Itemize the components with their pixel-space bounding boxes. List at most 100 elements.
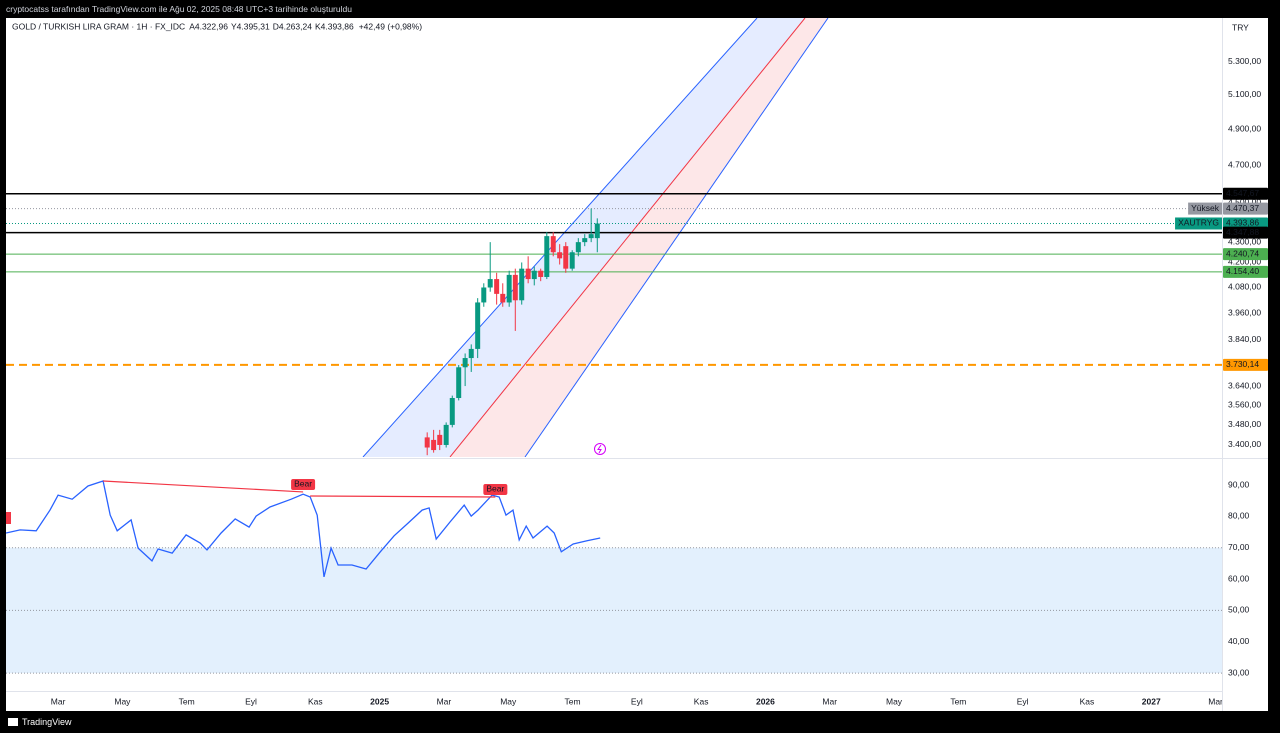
level-label: 4.393,86 (1226, 218, 1259, 228)
candle-body (424, 437, 430, 448)
y-tick-label: 4.900,00 (1228, 124, 1261, 134)
level-label: 4.154,40 (1226, 266, 1259, 276)
level-label: 4.347,88 (1226, 227, 1259, 237)
candle-body (494, 279, 500, 294)
y-tick-label: 5.100,00 (1228, 89, 1261, 99)
y-tick-label: 5.300,00 (1228, 56, 1261, 66)
candle-body (569, 252, 575, 269)
candle-body (456, 367, 462, 399)
rsi-tick-label: 90,00 (1228, 479, 1250, 489)
x-tick-label: Mar (1208, 696, 1223, 706)
legend-key: D (273, 21, 279, 31)
x-tick-label: Eyl (245, 696, 257, 706)
level-name-box (1188, 202, 1222, 215)
x-tick-label: Mar (437, 696, 452, 706)
candle-body (538, 270, 544, 277)
y-tick-label: 4.500,00 (1228, 197, 1261, 207)
divergence-line (103, 480, 304, 493)
y-tick-label: 3.480,00 (1228, 419, 1261, 429)
x-tick-label: May (886, 696, 903, 706)
level-name: XAUTRYG (1178, 218, 1219, 228)
x-tick-label: Tem (950, 696, 966, 706)
rsi-line (6, 480, 601, 578)
divergence-label-box (483, 483, 508, 495)
divergence-label: Bear (294, 479, 312, 489)
candle-body (481, 287, 487, 303)
caption: cryptocatss tarafından TradingView.com i… (6, 4, 352, 14)
x-tick-label: 2026 (756, 696, 775, 706)
level-label-box (1223, 248, 1268, 261)
y-tick-label: 4.080,00 (1228, 282, 1261, 292)
legend-value: 4.395,31 (237, 21, 270, 31)
legend-key: A (189, 21, 195, 31)
x-tick-label: Eyl (1017, 696, 1029, 706)
x-tick-label: Tem (564, 696, 580, 706)
candle-body (563, 246, 569, 269)
x-tick-label: 2025 (370, 696, 389, 706)
candle-body (487, 279, 493, 288)
x-tick-label: May (500, 696, 517, 706)
event-icon (594, 443, 606, 455)
currency: TRY (1232, 22, 1249, 32)
candle-body (544, 236, 550, 277)
candle-body (594, 223, 600, 239)
candle-body (500, 293, 506, 303)
rsi-tick-label: 50,00 (1228, 605, 1250, 615)
signal-marker (6, 512, 11, 524)
rsi-tick-label: 60,00 (1228, 573, 1250, 583)
candle-body (550, 236, 556, 253)
x-tick-label: 2027 (1142, 696, 1161, 706)
level-label-box (1223, 265, 1268, 278)
channel-upper-fill (363, 18, 805, 457)
x-tick-label: Mar (51, 696, 66, 706)
y-tick-label: 4.200,00 (1228, 257, 1261, 267)
y-tick-label: 3.640,00 (1228, 380, 1261, 390)
divergence-label: Bear (486, 484, 504, 494)
candle-body (468, 348, 474, 359)
chart-title: GOLD / TURKISH LIRA GRAM · 1H · FX_IDC (12, 21, 185, 31)
legend-value: 4.263,24 (279, 21, 312, 31)
legend-key: Y (231, 21, 237, 31)
level-label-box (1223, 187, 1268, 200)
y-tick-label: 3.560,00 (1228, 400, 1261, 410)
x-tick-label: Eyl (631, 696, 643, 706)
candle-body (431, 439, 437, 451)
divergence-label-box (291, 478, 316, 490)
level-label-box (1223, 226, 1268, 239)
rsi-pane: Bear Bear (6, 478, 1222, 674)
legend-key: K (315, 21, 321, 31)
legend-change: +42,49 (+0,98%) (359, 21, 422, 31)
level-label: 4.240,74 (1226, 248, 1259, 258)
candle-body (582, 238, 588, 243)
event-icon-bolt (597, 444, 602, 454)
candle-body (575, 242, 581, 253)
candle-body (519, 268, 525, 301)
rsi-tick-label: 70,00 (1228, 542, 1250, 552)
level-label: 3.730,14 (1226, 359, 1259, 369)
y-tick-label: 3.400,00 (1228, 439, 1261, 449)
chart: Bear Bear GOLD / TURKISH LIRA GRAM · 1H ·… (6, 18, 1268, 711)
rsi-band-fill (6, 547, 1222, 674)
channel-mid-line (449, 18, 806, 457)
candle-body (512, 274, 518, 301)
axes: GOLD / TURKISH LIRA GRAM · 1H · FX_IDC A 4… (12, 21, 1268, 706)
candle-body (437, 434, 443, 445)
candle-body (557, 252, 563, 259)
level-name-box (1175, 217, 1222, 230)
footer: TradingView (0, 711, 1280, 733)
x-tick-label: Kas (694, 696, 709, 706)
level-label-box (1223, 202, 1268, 215)
level-label-box (1223, 217, 1268, 230)
y-tick-label: 4.700,00 (1228, 160, 1261, 170)
y-tick-label: 3.840,00 (1228, 334, 1261, 344)
y-tick-label: 3.960,00 (1228, 308, 1261, 318)
brand: TradingView (22, 717, 72, 727)
channel (362, 18, 829, 457)
candle-body (443, 424, 449, 445)
candle-body (588, 234, 594, 239)
candle-body (462, 358, 468, 368)
x-tick-label: Mar (822, 696, 837, 706)
candle-body (506, 274, 512, 303)
x-tick-label: May (114, 696, 131, 706)
